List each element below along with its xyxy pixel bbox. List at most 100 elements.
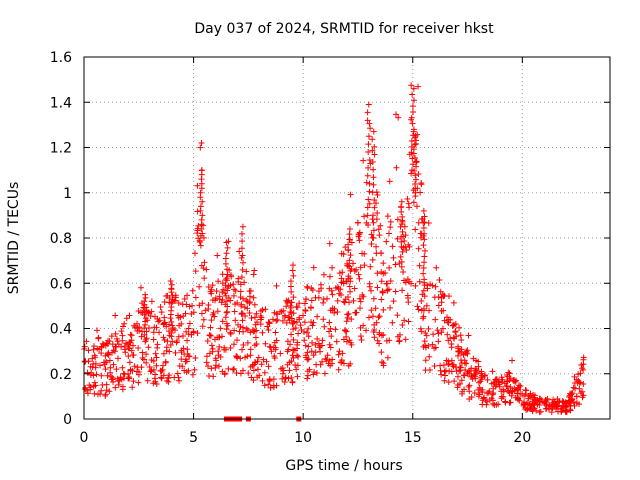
data-point <box>410 85 417 92</box>
data-point <box>152 371 159 378</box>
data-point <box>284 338 291 345</box>
data-point <box>370 181 377 188</box>
data-point <box>166 348 173 355</box>
data-point <box>184 292 191 299</box>
data-point <box>432 316 439 323</box>
data-point <box>246 288 253 295</box>
data-point <box>468 365 475 372</box>
data-point <box>261 369 268 376</box>
data-point <box>101 361 108 368</box>
data-point <box>179 333 186 340</box>
data-point <box>129 367 136 374</box>
data-point <box>358 336 365 343</box>
data-point <box>403 247 410 254</box>
data-point <box>326 273 333 280</box>
data-point <box>335 285 342 292</box>
data-point <box>384 213 391 220</box>
data-point <box>126 359 133 366</box>
data-point <box>231 301 238 308</box>
data-point <box>347 252 354 259</box>
data-point <box>222 260 229 267</box>
data-point <box>205 302 212 309</box>
data-point <box>239 324 246 331</box>
data-point <box>422 357 429 364</box>
data-point <box>246 309 253 316</box>
data-point <box>452 320 459 327</box>
data-point <box>273 282 280 289</box>
data-point <box>189 371 196 378</box>
data-point <box>410 108 417 115</box>
data-point <box>421 236 428 243</box>
data-point <box>345 273 352 280</box>
data-point <box>286 367 293 374</box>
data-point <box>427 281 434 288</box>
data-point <box>168 330 175 337</box>
data-point <box>442 367 449 374</box>
data-point <box>398 263 405 270</box>
data-point <box>364 212 371 219</box>
y-tick-label: 1.6 <box>50 50 72 66</box>
data-point <box>129 342 136 349</box>
data-point <box>488 395 495 402</box>
x-tick-label: 20 <box>513 430 531 446</box>
data-point <box>357 264 364 271</box>
data-point <box>463 360 470 367</box>
data-point <box>176 377 183 384</box>
data-point <box>184 351 191 358</box>
data-point <box>268 348 275 355</box>
data-point <box>317 343 324 350</box>
data-point <box>289 267 296 274</box>
data-point <box>397 203 404 210</box>
data-point <box>431 362 438 369</box>
data-point <box>312 294 319 301</box>
data-point <box>290 319 297 326</box>
data-point <box>336 348 343 355</box>
data-point <box>456 324 463 331</box>
data-point <box>142 291 149 298</box>
data-point <box>110 347 117 354</box>
data-point <box>238 274 245 281</box>
data-point <box>399 248 406 255</box>
data-point <box>400 268 407 275</box>
data-point <box>288 288 295 295</box>
data-point <box>240 341 247 348</box>
data-point <box>192 355 199 362</box>
x-tick-label: 0 <box>80 430 89 446</box>
data-point <box>445 358 452 365</box>
data-point <box>392 288 399 295</box>
data-point <box>223 250 230 257</box>
data-point <box>398 258 405 265</box>
data-point <box>124 341 131 348</box>
data-point <box>348 341 355 348</box>
data-point <box>322 355 329 362</box>
data-point <box>527 401 534 408</box>
data-point <box>320 271 327 278</box>
data-point <box>236 248 243 255</box>
axes: 0 0.2 0.4 0.6 0.8 1 1.2 1.4 1.6 0 5 10 15 20 <box>50 50 610 446</box>
data-point <box>566 406 573 413</box>
data-point <box>243 268 250 275</box>
data-point <box>189 287 196 294</box>
data-point <box>194 330 201 337</box>
data-point <box>279 317 286 324</box>
data-point <box>356 229 363 236</box>
data-point <box>199 212 206 219</box>
data-point <box>419 291 426 298</box>
data-point <box>347 267 354 274</box>
data-point <box>236 328 243 335</box>
data-point <box>218 333 225 340</box>
data-point <box>373 216 380 223</box>
data-point <box>283 319 290 326</box>
data-point <box>294 339 301 346</box>
data-point <box>197 242 204 249</box>
data-point <box>272 346 279 353</box>
data-point <box>468 394 475 401</box>
data-point <box>289 320 296 327</box>
data-point <box>248 374 255 381</box>
data-point <box>409 120 416 127</box>
data-point <box>493 401 500 408</box>
data-point <box>199 198 206 205</box>
data-point <box>167 341 174 348</box>
data-point <box>412 133 419 140</box>
data-point <box>292 325 299 332</box>
